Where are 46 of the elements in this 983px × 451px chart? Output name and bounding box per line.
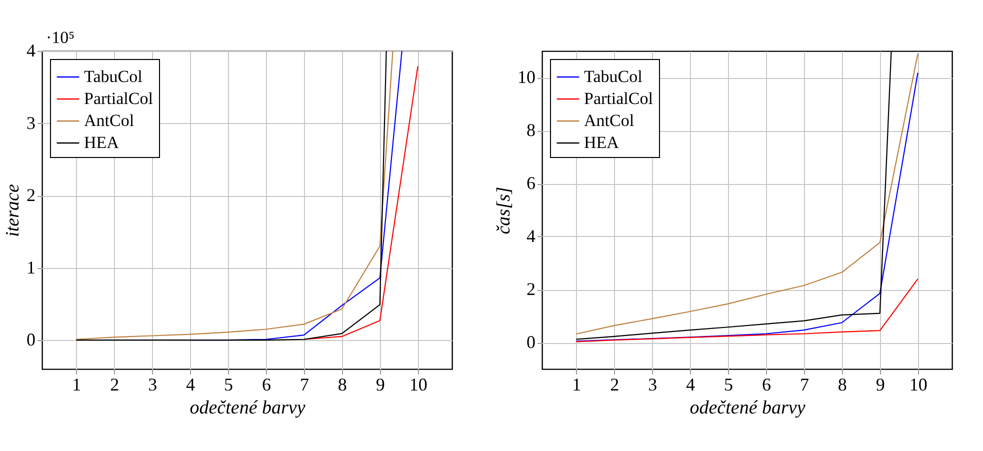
legend-label: PartialCol bbox=[84, 89, 154, 108]
legend-label: HEA bbox=[584, 133, 620, 152]
x-tick-label: 10 bbox=[409, 374, 428, 394]
x-tick-label: 2 bbox=[610, 374, 620, 394]
x-tick-label: 6 bbox=[762, 374, 771, 394]
x-tick-label: 1 bbox=[572, 374, 582, 394]
x-tick-label: 4 bbox=[686, 374, 696, 394]
legend-label: TabuCol bbox=[84, 67, 143, 86]
legend-label: HEA bbox=[84, 133, 120, 152]
y-tick-label: 1 bbox=[26, 257, 36, 278]
y-tick-label: 2 bbox=[526, 279, 536, 299]
y-tick-label: 10 bbox=[518, 67, 536, 87]
x-tick-label: 6 bbox=[262, 374, 271, 394]
x-tick-label: 8 bbox=[838, 374, 847, 394]
x-tick-label: 2 bbox=[110, 374, 120, 394]
y-tick-label: 4 bbox=[526, 226, 536, 246]
x-tick-label: 9 bbox=[376, 374, 385, 394]
x-axis-title: odečtené barvy bbox=[190, 398, 306, 418]
x-tick-label: 4 bbox=[186, 374, 196, 394]
x-tick-label: 7 bbox=[800, 374, 809, 394]
legend-label: PartialCol bbox=[584, 89, 654, 108]
y-tick-label: 6 bbox=[526, 173, 536, 193]
y-tick-label: 3 bbox=[26, 112, 36, 133]
x-tick-label: 5 bbox=[724, 374, 734, 394]
line-series bbox=[303, 66, 418, 340]
line-series bbox=[576, 278, 918, 342]
legend-label: TabuCol bbox=[584, 67, 643, 86]
x-tick-label: 7 bbox=[300, 374, 309, 394]
y-tick-label: 8 bbox=[526, 120, 536, 140]
x-axis-title: odečtené barvy bbox=[690, 398, 806, 418]
y-tick-label: 2 bbox=[26, 185, 36, 206]
y-tick-label: 0 bbox=[26, 330, 36, 350]
x-tick-label: 10 bbox=[909, 374, 928, 394]
x-tick-label: 3 bbox=[648, 374, 658, 394]
text: ·10⁵ bbox=[46, 28, 75, 47]
y-tick-label: 4 bbox=[26, 40, 36, 60]
y-axis-title: iterace bbox=[2, 184, 24, 237]
y-axis-title: čas[s] bbox=[494, 186, 514, 234]
x-tick-label: 1 bbox=[72, 374, 82, 394]
x-tick-label: 5 bbox=[224, 374, 234, 394]
legend-label: AntCol bbox=[584, 111, 634, 130]
x-tick-label: 9 bbox=[876, 374, 885, 394]
x-tick-label: 3 bbox=[148, 374, 158, 394]
y-tick-label: 0 bbox=[526, 332, 536, 352]
x-tick-label: 8 bbox=[338, 374, 347, 394]
legend-label: AntCol bbox=[84, 111, 134, 130]
